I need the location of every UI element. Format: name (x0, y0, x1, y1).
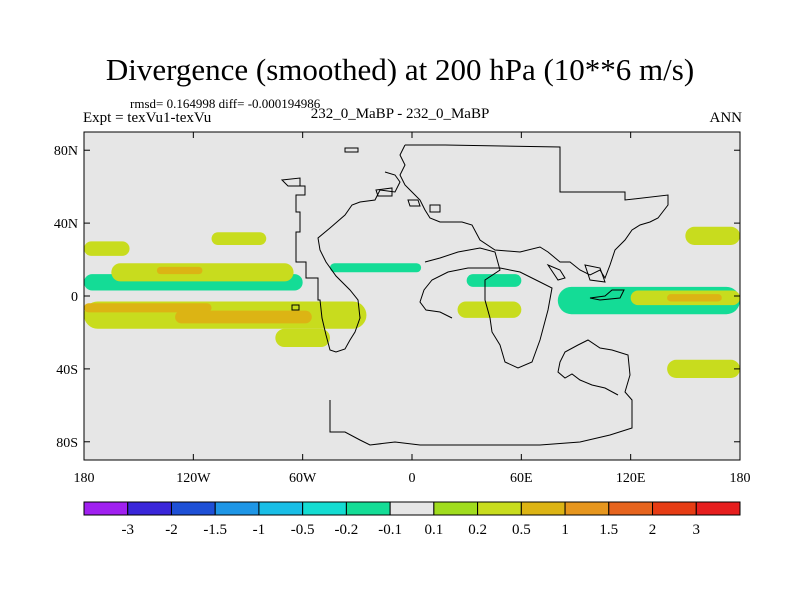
colorbar-swatch (695, 501, 741, 516)
contour-region-6 (111, 263, 294, 282)
coastline-europe-asia (399, 144, 669, 280)
colorbar-label: -2 (165, 522, 178, 538)
contour-region-11 (667, 294, 722, 302)
contour-region-14 (275, 328, 330, 348)
colorbar-swatch (608, 501, 654, 516)
x-tick-label: 120E (616, 471, 646, 486)
contour-region-15 (667, 359, 740, 378)
contour-regions (84, 226, 740, 378)
contour-region-7 (156, 266, 203, 275)
contour-region-4 (330, 263, 422, 273)
x-tick-label: 180 (730, 471, 751, 486)
colorbar-label: 1.5 (599, 522, 618, 538)
colorbar-label: -3 (121, 522, 134, 538)
colorbar-swatch (520, 501, 566, 516)
colorbar-swatch (170, 501, 216, 516)
x-tick-label: 60W (289, 471, 317, 486)
colorbar-label: 3 (693, 522, 701, 538)
y-axis: 80N 40N 0 40S 80S (54, 144, 740, 451)
colorbar-swatch (564, 501, 610, 516)
colorbar-swatch (477, 501, 522, 516)
contour-region-12 (685, 226, 740, 245)
colorbar-label: -0.2 (335, 522, 359, 538)
contour-region-2 (175, 310, 312, 324)
colorbar-label: 1 (561, 522, 569, 538)
coastline-africa (419, 247, 553, 369)
y-tick-label: 40N (54, 217, 78, 232)
coastline-americas (295, 171, 401, 353)
colorbar-label: 0.2 (468, 522, 487, 538)
stats-label: rmsd= 0.164998 diff= -0.000194986 (130, 96, 321, 111)
y-tick-label: 80N (54, 144, 78, 159)
chart-title: Divergence (smoothed) at 200 hPa (10**6 … (105, 52, 695, 87)
colorbar-label: -1 (253, 522, 266, 538)
experiment-label: Expt = texVu1-texVu (83, 110, 212, 126)
y-tick-label: 80S (56, 436, 78, 451)
x-axis: 180 120W 60W 0 60E 120E 180 (74, 132, 751, 486)
colorbar-label: -0.5 (291, 522, 315, 538)
colorbar-swatch (389, 501, 435, 516)
contour-region-16 (466, 274, 522, 287)
colorbar-label: -0.1 (378, 522, 402, 538)
x-tick-label: 0 (409, 471, 416, 486)
contour-region-9 (211, 232, 267, 245)
x-tick-label: 120W (176, 471, 211, 486)
colorbar-swatch (345, 501, 391, 516)
colorbar-label: 2 (649, 522, 657, 538)
coastlines (280, 144, 669, 446)
coastline-islands (280, 147, 625, 311)
y-tick-label: 0 (71, 290, 78, 305)
colorbar-swatch (214, 501, 260, 516)
contour-region-1 (84, 303, 212, 313)
colorbar-swatch (127, 501, 172, 516)
colorbar-swatch (302, 501, 347, 516)
case-label: 232_0_MaBP - 232_0_MaBP (310, 106, 490, 122)
coastline-antarctica (329, 339, 633, 446)
season-label: ANN (709, 110, 743, 126)
colorbar-swatch (83, 501, 129, 516)
colorbar-label: 0.5 (512, 522, 531, 538)
colorbar-label: -1.5 (203, 522, 227, 538)
colorbar-swatch (433, 501, 479, 516)
colorbar-swatch (652, 501, 697, 516)
colorbar: -3 -2 -1.5 -1 -0.5 -0.2 -0.1 0.1 0.2 0.5 1 1.5 2 3 (83, 501, 741, 538)
x-tick-label: 60E (510, 471, 533, 486)
y-tick-label: 40S (56, 363, 78, 378)
colorbar-label: 0.1 (424, 522, 443, 538)
x-tick-label: 180 (74, 471, 95, 486)
colorbar-swatch (258, 501, 304, 516)
contour-region-13 (457, 301, 522, 318)
contour-region-8 (84, 241, 130, 256)
